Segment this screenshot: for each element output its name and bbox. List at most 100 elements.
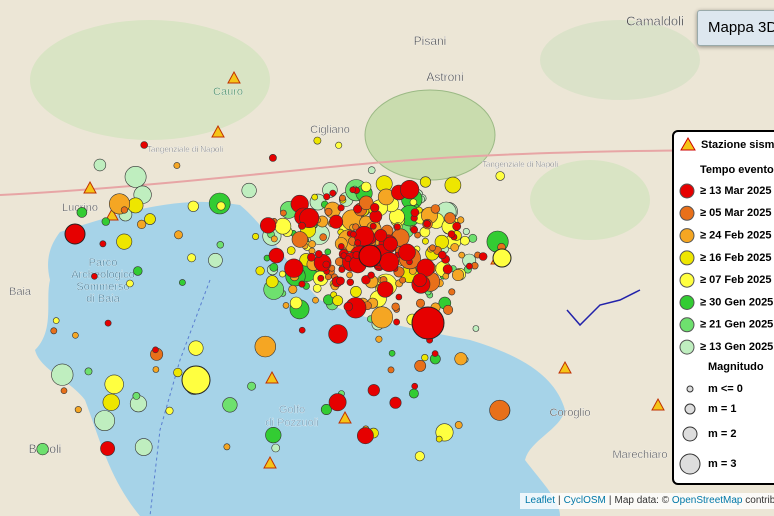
event-dot [317, 274, 325, 282]
event-dot [375, 335, 383, 343]
rail-line [566, 289, 641, 327]
legend-swatch [679, 250, 695, 266]
event-dot [452, 221, 462, 231]
event-dot [140, 141, 148, 149]
place-label: Sommerso [76, 281, 129, 293]
event-dot [332, 295, 344, 306]
legend-size [682, 426, 698, 442]
event-dot [410, 208, 420, 217]
event-dot [216, 241, 225, 249]
event-dot [358, 244, 382, 268]
station-marker [651, 397, 665, 411]
event-dot [322, 260, 331, 269]
event-dot [311, 193, 319, 201]
event-dot [442, 272, 450, 280]
event-dot [323, 193, 331, 201]
legend-size [679, 453, 701, 475]
event-dot [104, 319, 112, 327]
event-dot [72, 331, 79, 339]
event-dot [336, 276, 345, 286]
station-marker [227, 70, 241, 84]
event-dot [492, 248, 512, 268]
event-dot [472, 325, 480, 332]
event-dot [414, 451, 425, 462]
legend-time-label: ≥ 21 Gen 2025 [700, 319, 773, 331]
event-dot [280, 209, 287, 217]
event-dot [478, 252, 488, 261]
place-label: Tangenziale di Napoli [482, 160, 558, 169]
legend-size [686, 385, 694, 393]
map-3d-button[interactable]: Mappa 3D [697, 10, 774, 46]
legend-time-label: ≥ 24 Feb 2025 [700, 230, 771, 242]
event-dot [286, 246, 296, 255]
event-dot [329, 214, 344, 229]
event-dot [133, 266, 143, 276]
event-dot [320, 403, 332, 415]
event-dot [419, 176, 432, 188]
event-dot [187, 200, 199, 212]
event-dot [395, 293, 403, 301]
place-label: Cigliano [310, 124, 350, 136]
event-dot [314, 250, 323, 258]
event-dot [124, 165, 147, 188]
event-dot [393, 223, 401, 231]
event-dot [298, 221, 306, 230]
event-dot [152, 346, 159, 354]
event-dot [51, 363, 74, 386]
legend-size [684, 403, 696, 415]
event-dot [421, 354, 429, 362]
event-dot [255, 266, 265, 276]
event-dot [414, 359, 427, 372]
attribution: Leaflet | CyclOSM | Map data: © OpenStreetMa… [520, 493, 774, 509]
event-dot [350, 285, 362, 298]
separator: | [608, 495, 612, 506]
legend-magnitude-label: m = 2 [708, 428, 736, 440]
event-dot [361, 275, 371, 285]
place-label: Pisani [414, 34, 447, 48]
event-dot [100, 441, 115, 456]
event-dot [328, 324, 348, 344]
event-dot [247, 381, 256, 391]
event-dot [369, 209, 383, 223]
event-dot [415, 298, 425, 308]
event-dot [352, 223, 360, 231]
event-dot [74, 406, 82, 414]
legend-box [672, 130, 774, 485]
event-dot [411, 382, 419, 390]
event-dot [359, 195, 374, 211]
attribution-part[interactable]: OpenStreetMap [671, 495, 743, 506]
event-dot [408, 388, 419, 399]
event-dot [434, 234, 449, 250]
attribution-part[interactable]: CyclOSM [563, 495, 606, 506]
event-dot [116, 233, 133, 250]
event-dot [346, 271, 353, 279]
legend-swatch [679, 295, 695, 310]
event-dot [260, 217, 277, 234]
attribution-part[interactable]: Leaflet [525, 495, 556, 506]
event-dot [324, 207, 333, 216]
station-marker [83, 180, 97, 194]
place-label: Astroni [426, 70, 463, 84]
event-dot [102, 393, 120, 411]
event-dot [356, 427, 374, 445]
event-dot [127, 197, 144, 214]
event-dot [339, 194, 346, 202]
event-dot [312, 283, 322, 293]
legend-time-label: ≥ 13 Gen 2025 [700, 341, 773, 353]
event-dot [324, 248, 332, 256]
event-dot [387, 366, 395, 374]
event-dot [328, 393, 347, 412]
event-dot [495, 171, 505, 181]
event-dot [187, 253, 196, 263]
event-dot [350, 231, 357, 238]
event-dot [435, 435, 443, 443]
event-dot [308, 240, 316, 248]
event-dot [367, 166, 376, 174]
event-dot [360, 181, 372, 193]
event-dot [338, 266, 346, 273]
legend-swatch [679, 183, 695, 199]
event-dot [388, 349, 396, 357]
event-dot [429, 244, 436, 252]
event-dot [319, 233, 328, 241]
